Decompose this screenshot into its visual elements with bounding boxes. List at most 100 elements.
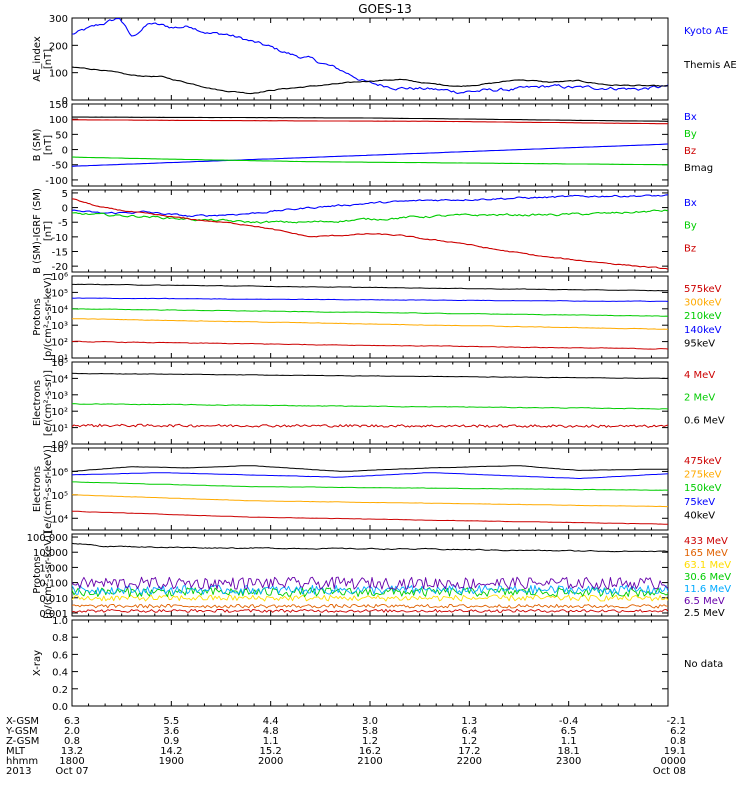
time-axis-value: 2200 [457,756,482,767]
y-axis-label: Protons [32,298,43,335]
y-tick-label: 150 [49,100,68,111]
y-tick-label: 0.4 [52,668,68,679]
y-axis-unit: [nT] [43,135,54,155]
y-tick-label: 10¹ [51,354,68,365]
series-line-bmag [72,116,668,122]
y-axis-label: Electrons [32,466,43,512]
series-line-575kev [72,340,668,350]
legend-label: 75keV [684,497,715,508]
panel-3: 5 0 -5 -10 -15 -20 B (SM)-IGRF (SM) [nT] Bx By Bz [32,188,697,274]
legend-label: 11.6 MeV [684,584,731,595]
legend-label: 165 MeV [684,548,728,559]
time-axis-value: 14.2 [160,746,182,757]
y-tick-label: 10¹ [51,424,68,435]
legend-label: 40keV [684,510,715,521]
y-tick-label: 0.8 [52,633,68,644]
series-group [72,372,668,428]
y-tick-label: 200 [49,41,68,52]
y-axis-unit: [p/(cm²-s-sr-keV)] [43,273,54,361]
time-axis-value: 1.2 [461,736,477,747]
time-axis-row-label: Z-GSM [6,736,39,747]
time-axis-value: 5.8 [362,726,378,737]
time-axis-value: 6.3 [64,716,80,727]
series-line-95kev [72,283,668,292]
series-group [72,283,668,350]
y-tick-label: 10⁴ [51,514,68,525]
y-axis-label: Electrons [32,380,43,426]
time-axis-value: 0.9 [163,736,179,747]
time-axis-value: 4.8 [263,726,279,737]
time-axis-value: 18.1 [558,746,580,757]
legend-label: 4 MeV [684,370,715,381]
y-tick-label: 10² [51,407,68,418]
time-axis-value: 2300 [556,756,581,767]
panel-note: No data [684,659,723,670]
series-line-210kev [72,308,668,317]
series-line-6-5-mev [72,576,668,590]
y-tick-label: 100 [49,115,68,126]
time-axis-value: 15.2 [260,746,282,757]
panel-1: 300 200 100 0 AE_index [nT] Kyoto AE Themis AE [32,14,737,107]
panel-8: 1.0 0.8 0.6 0.4 0.2 0.0 X-ray No data [32,616,723,713]
legend-label: Bx [684,112,697,123]
y-tick-label: 10⁴ [51,305,68,316]
series-line-bz [72,119,668,125]
series-line-0-6-mev [72,372,668,379]
series-group [72,465,668,525]
legend-label: 210keV [684,311,722,322]
y-tick-label: 10³ [51,321,68,332]
time-axis-value: -2.1 [666,716,686,727]
series-line-63-1-mev [72,594,668,602]
series-line-bx [72,143,668,167]
series-line-475kev [72,510,668,525]
y-tick-label: 0.100 [39,579,68,590]
legend-label: Themis AE [683,60,737,71]
y-tick-label: 0 [62,146,68,157]
series-line-433-mev [72,608,668,613]
y-tick-label: 1.0 [52,616,68,627]
y-tick-label: 100 [49,69,68,80]
legend-label: 2 MeV [684,393,715,404]
time-axis-value: -0.4 [559,716,579,727]
panel-2: 150 100 50 0 -50 -100 B (SM) [nT] Bx By Bz Bmag [32,100,713,187]
series-line-by [72,209,668,224]
y-tick-label: -50 [52,161,68,172]
series-line-300kev [72,318,668,330]
y-tick-label: 10⁶ [51,272,68,283]
time-axis-row-label: 2013 [6,766,31,777]
series-line-2-mev [72,403,668,410]
series-line-165-mev [72,603,668,609]
time-axis-row-label: hhmm [6,756,38,767]
series-line-30-6-mev [72,587,668,598]
y-axis-label: B (SM)-IGRF (SM) [32,188,43,274]
y-tick-label: -15 [52,248,68,259]
y-tick-label: -10 [52,233,68,244]
y-tick-label: 10⁴ [51,374,68,385]
y-tick-label: -5 [58,218,68,229]
time-axis-value: Oct 08 [653,766,686,777]
time-axis-value: 3.6 [163,726,179,737]
y-tick-label: 10³ [51,391,68,402]
y-tick-label: -100 [45,176,68,187]
series-line-40kev [72,465,668,472]
y-tick-label: 10⁷ [51,444,68,455]
time-axis-value: 0.8 [670,736,686,747]
time-axis-value: 3.0 [362,716,378,727]
panel-6: 10⁷ 10⁶ 10⁵ 10⁴ Electrons [e/(cm²-s-sr-keV)] 4… [32,444,722,533]
y-axis-unit: [e/(cm²-s-sr-keV)] [43,445,54,533]
time-axis-value: 2.0 [64,726,80,737]
time-axis-value: 6.2 [670,726,686,737]
y-tick-label: 0.2 [52,685,68,696]
legend-label: 30.6 MeV [684,572,731,583]
y-tick-label: -20 [52,262,68,273]
legend-label: 300keV [684,298,722,309]
legend-label: Bx [684,198,697,209]
time-axis-value: 2100 [357,756,382,767]
legend-label: 475keV [684,456,722,467]
time-axis-value: 17.2 [458,746,480,757]
series-line-by [72,156,668,166]
y-axis-unit: [e/(cm²-s-sr)] [43,370,54,436]
time-axis-table: X-GSMY-GSMZ-GSMMLThhmm20136.32.00.813.21… [5,716,686,777]
